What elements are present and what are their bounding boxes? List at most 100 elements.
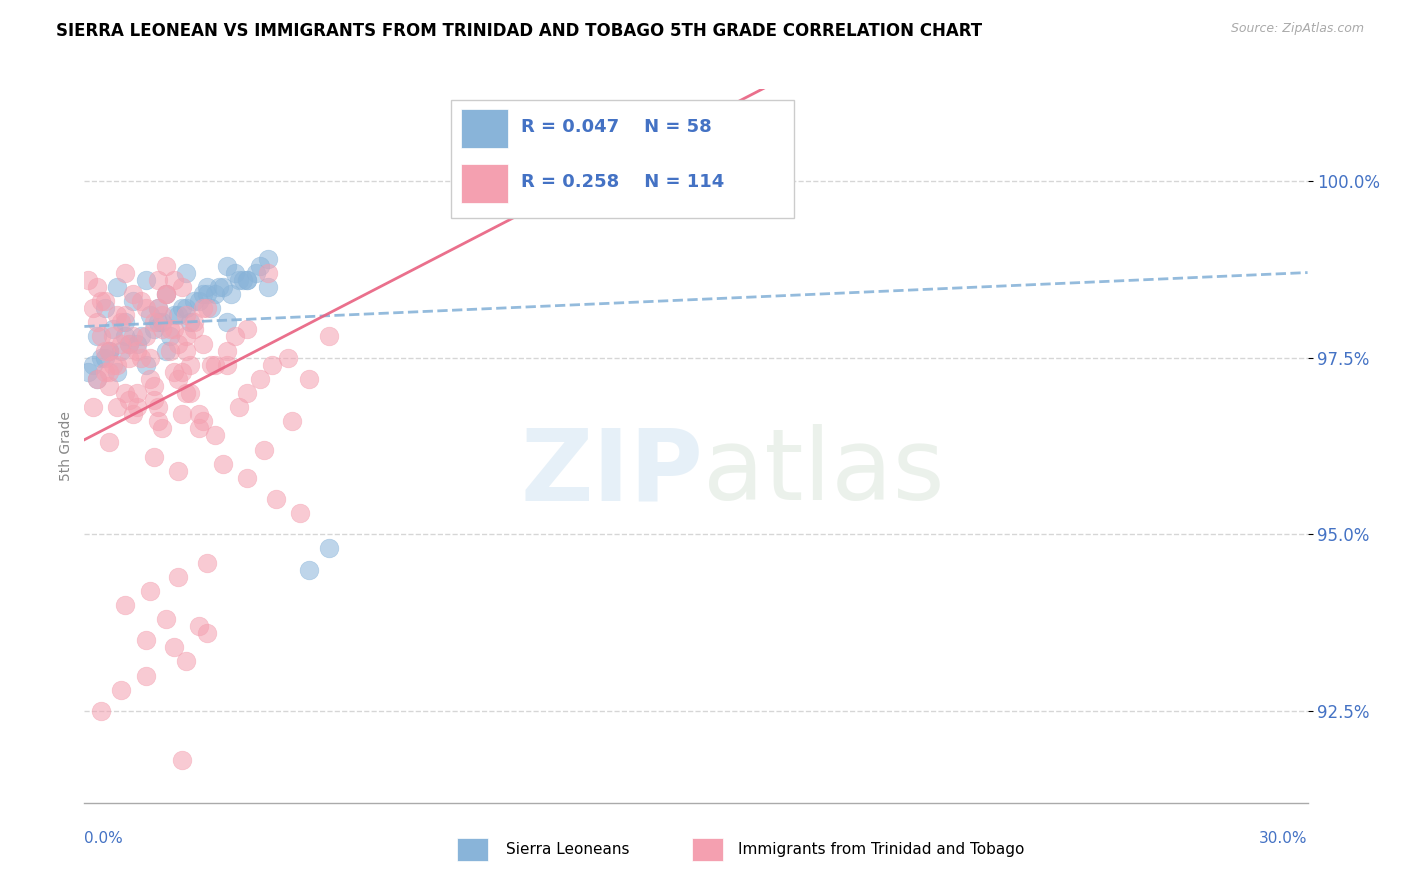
Point (93, 365, 115, 379)
Point (204, 287, 226, 301)
Point (127, 343, 149, 358)
Point (105, 365, 128, 379)
Point (93, 301, 115, 316)
Point (150, 322, 173, 336)
Point (159, 322, 181, 336)
Point (163, 365, 186, 379)
Point (131, 329, 153, 343)
Point (245, 266, 267, 280)
Point (93, 351, 115, 365)
Point (195, 280, 218, 294)
Point (135, 329, 157, 343)
Point (219, 287, 242, 301)
Point (86, 372, 108, 386)
Point (114, 329, 136, 343)
Point (236, 322, 259, 336)
Point (191, 414, 214, 428)
Point (257, 252, 280, 266)
Point (232, 273, 254, 287)
Point (110, 336, 132, 351)
Point (86, 315, 108, 329)
Point (127, 336, 149, 351)
Point (110, 682, 132, 697)
Point (163, 273, 186, 287)
Text: R = 0.047    N = 58: R = 0.047 N = 58 (522, 118, 711, 136)
Point (172, 280, 194, 294)
Point (172, 407, 194, 421)
Point (174, 386, 197, 401)
Point (138, 308, 160, 322)
Text: R = 0.258    N = 114: R = 0.258 N = 114 (522, 173, 724, 191)
Point (277, 351, 299, 365)
Point (183, 315, 205, 329)
Point (204, 428, 226, 442)
Point (82, 301, 104, 316)
Point (191, 287, 214, 301)
Point (146, 301, 169, 316)
Point (191, 301, 214, 316)
Point (172, 301, 194, 316)
Point (142, 322, 165, 336)
Point (183, 294, 205, 309)
Point (82, 400, 104, 414)
Point (97, 365, 120, 379)
Point (93, 343, 115, 358)
Point (174, 329, 197, 343)
Point (195, 287, 218, 301)
Point (122, 287, 145, 301)
Point (142, 450, 165, 464)
Point (208, 280, 231, 294)
Point (135, 358, 157, 372)
Point (163, 640, 186, 655)
Point (191, 336, 214, 351)
Point (174, 343, 197, 358)
Point (118, 393, 141, 408)
Point (298, 563, 321, 577)
Text: Immigrants from Trinidad and Tobago: Immigrants from Trinidad and Tobago (738, 842, 1025, 856)
FancyBboxPatch shape (461, 164, 508, 203)
Point (195, 301, 218, 316)
Point (118, 336, 141, 351)
Point (179, 358, 201, 372)
Point (122, 294, 145, 309)
Point (174, 655, 197, 669)
Point (155, 287, 177, 301)
Point (105, 308, 128, 322)
Point (82, 358, 104, 372)
Text: 30.0%: 30.0% (1260, 831, 1308, 847)
Point (187, 294, 209, 309)
Point (86, 372, 108, 386)
Point (114, 315, 136, 329)
Point (135, 668, 157, 682)
Point (167, 570, 190, 584)
Point (167, 464, 190, 478)
Point (217, 259, 239, 273)
Point (146, 400, 169, 414)
Point (260, 358, 283, 372)
Point (187, 619, 209, 633)
Point (101, 322, 124, 336)
Point (93, 294, 115, 309)
Point (135, 273, 157, 287)
Point (167, 308, 190, 322)
Point (97, 343, 120, 358)
Y-axis label: 5th Grade: 5th Grade (59, 411, 73, 481)
Point (77, 273, 100, 287)
Point (127, 400, 149, 414)
Point (131, 351, 153, 365)
Point (167, 336, 190, 351)
FancyBboxPatch shape (461, 109, 508, 148)
Point (249, 372, 271, 386)
Point (114, 598, 136, 612)
Point (195, 626, 218, 640)
Point (228, 273, 250, 287)
Point (118, 336, 141, 351)
Point (155, 259, 177, 273)
Point (257, 266, 280, 280)
Point (217, 358, 239, 372)
Point (150, 308, 173, 322)
Point (101, 358, 124, 372)
Point (97, 343, 120, 358)
Point (142, 393, 165, 408)
Point (135, 633, 157, 648)
